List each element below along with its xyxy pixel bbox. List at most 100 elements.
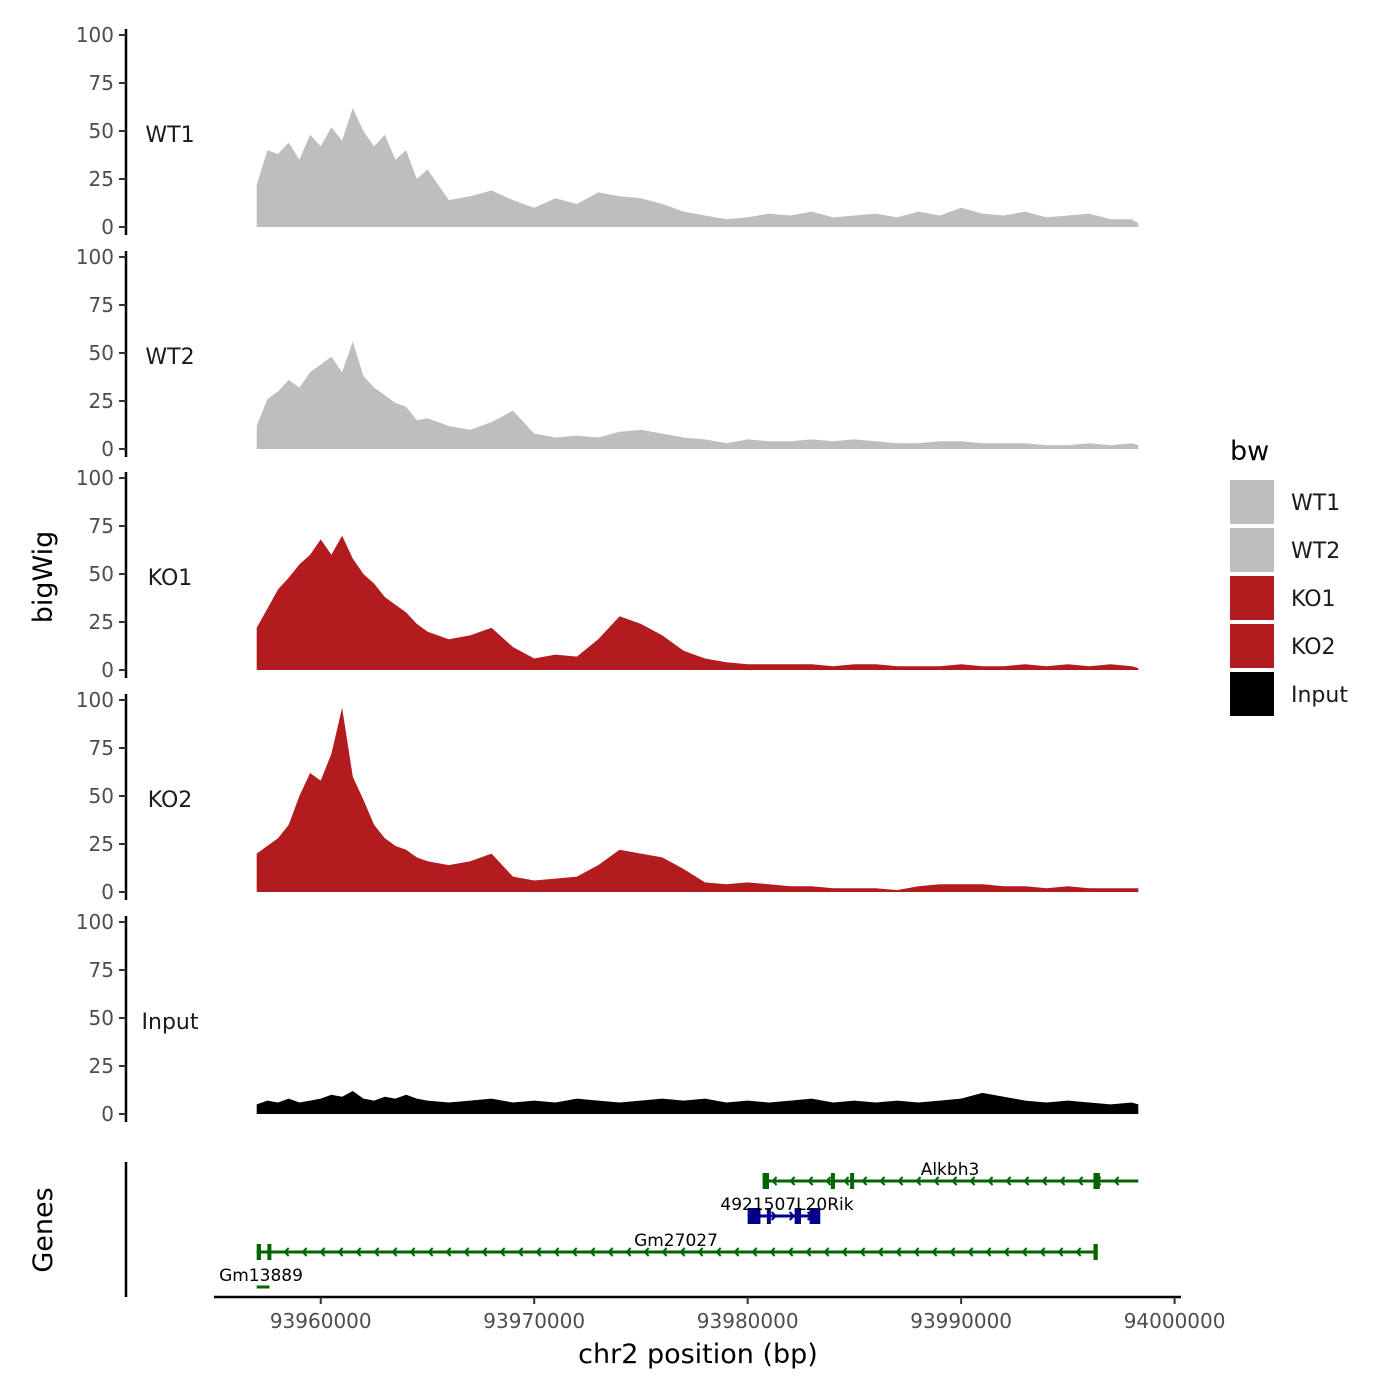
- gene-exon: [809, 1208, 821, 1224]
- legend-swatch: [1230, 528, 1274, 572]
- legend-label: KO1: [1291, 587, 1336, 612]
- y-tick-label: 75: [89, 71, 114, 95]
- area-wt1: [256, 108, 1139, 227]
- strand-chevron: [499, 1247, 506, 1257]
- strand-chevron: [787, 1247, 794, 1257]
- y-tick-label: 0: [101, 437, 114, 461]
- y-tick-label: 0: [101, 880, 114, 904]
- y-tick-label: 50: [89, 784, 114, 808]
- strand-chevron: [843, 1176, 850, 1186]
- legend-title: bw: [1230, 436, 1269, 467]
- strand-chevron: [679, 1247, 686, 1257]
- x-tick-label: 93990000: [910, 1309, 1012, 1333]
- strand-chevron: [1059, 1176, 1066, 1186]
- y-tick-label: 50: [89, 341, 114, 365]
- strand-chevron: [805, 1247, 812, 1257]
- strand-chevron: [807, 1176, 814, 1186]
- strand-chevron: [553, 1247, 560, 1257]
- legend-entry-wt2: WT2: [1230, 528, 1340, 572]
- strand-chevron: [841, 1247, 848, 1257]
- y-tick-label: 100: [76, 910, 114, 934]
- legend-entry-wt1: WT1: [1230, 480, 1340, 524]
- strand-chevron: [1039, 1247, 1046, 1257]
- strand-chevron: [951, 1176, 958, 1186]
- gene-exon: [747, 1208, 761, 1224]
- area-ko2: [256, 707, 1139, 892]
- gene-label: Gm13889: [219, 1266, 303, 1286]
- y-tick-label: 25: [89, 832, 114, 856]
- strand-chevron: [895, 1247, 902, 1257]
- x-tick-label: 94000000: [1124, 1309, 1226, 1333]
- y-tick-label: 0: [101, 658, 114, 682]
- strand-chevron: [697, 1247, 704, 1257]
- y-tick-label: 75: [89, 293, 114, 317]
- strand-chevron: [715, 1247, 722, 1257]
- strand-chevron: [825, 1176, 832, 1186]
- track-ko2: 0 25 50 75 100 KO2: [76, 688, 1139, 904]
- track-ko1: 0 25 50 75 100 KO1: [76, 466, 1139, 682]
- x-axis-title: chr2 position (bp): [578, 1339, 818, 1370]
- y-tick-label: 0: [101, 1102, 114, 1126]
- y-axis-title: bigWig: [28, 531, 59, 624]
- y-tick-label: 75: [89, 736, 114, 760]
- strand-chevron: [481, 1247, 488, 1257]
- y-tick-label: 0: [101, 215, 114, 239]
- strand-chevron: [915, 1176, 922, 1186]
- track-label: WT2: [145, 345, 194, 370]
- gene-gm13889: Gm13889: [219, 1266, 303, 1289]
- y-tick-label: 25: [89, 389, 114, 413]
- strand-chevron: [355, 1247, 362, 1257]
- x-tick-label: 93980000: [697, 1309, 799, 1333]
- strand-chevron: [301, 1247, 308, 1257]
- strand-chevron: [535, 1247, 542, 1257]
- gene-label: Gm27027: [634, 1231, 718, 1251]
- gene-exon: [762, 1173, 770, 1189]
- y-tick-label: 100: [76, 23, 114, 47]
- tracks-layer: 0255075100WT10255075100WT20255075100KO10…: [76, 23, 1139, 1126]
- strand-chevron: [788, 1211, 796, 1221]
- legend-label: Input: [1291, 683, 1348, 708]
- track-wt1: 0 25 50 75 100 WT1: [76, 23, 1139, 239]
- y-tick-label: 50: [89, 1006, 114, 1030]
- gene-exon: [267, 1244, 272, 1260]
- strand-chevron: [897, 1176, 904, 1186]
- y-tick-label: 25: [89, 167, 114, 191]
- gene-exon: [850, 1173, 855, 1189]
- strand-chevron: [571, 1247, 578, 1257]
- strand-chevron: [967, 1247, 974, 1257]
- y-tick-label: 25: [89, 1054, 114, 1078]
- track-input: 0 25 50 75 100 Input: [76, 910, 1139, 1126]
- strand-chevron: [391, 1247, 398, 1257]
- strand-chevron: [1075, 1247, 1082, 1257]
- strand-chevron: [769, 1247, 776, 1257]
- strand-chevron: [933, 1176, 940, 1186]
- y-tick-label: 25: [89, 610, 114, 634]
- y-tick-label: 100: [76, 245, 114, 269]
- y-tick-label: 50: [89, 119, 114, 143]
- legend-entry-ko1: KO1: [1230, 576, 1336, 620]
- strand-chevron: [985, 1247, 992, 1257]
- legend-swatch: [1230, 576, 1274, 620]
- strand-chevron: [409, 1247, 416, 1257]
- strand-chevron: [913, 1247, 920, 1257]
- gene-exon: [830, 1173, 835, 1189]
- area-input: [256, 1091, 1139, 1114]
- y-tick-label: 100: [76, 466, 114, 490]
- y-tick-label: 75: [89, 514, 114, 538]
- track-label: KO2: [148, 788, 193, 813]
- gene-exon: [1093, 1244, 1098, 1260]
- area-ko1: [256, 535, 1139, 670]
- legend-label: WT2: [1291, 539, 1340, 564]
- strand-chevron: [789, 1176, 796, 1186]
- gene-alkbh3: Alkbh3: [762, 1160, 1139, 1189]
- strand-chevron: [733, 1247, 740, 1257]
- strand-chevron: [427, 1247, 434, 1257]
- x-tick-label: 93970000: [483, 1309, 585, 1333]
- strand-chevron: [1041, 1176, 1048, 1186]
- strand-chevron: [969, 1176, 976, 1186]
- gene-label: 4921507L20Rik: [720, 1195, 853, 1215]
- strand-chevron: [373, 1247, 380, 1257]
- strand-chevron: [607, 1247, 614, 1257]
